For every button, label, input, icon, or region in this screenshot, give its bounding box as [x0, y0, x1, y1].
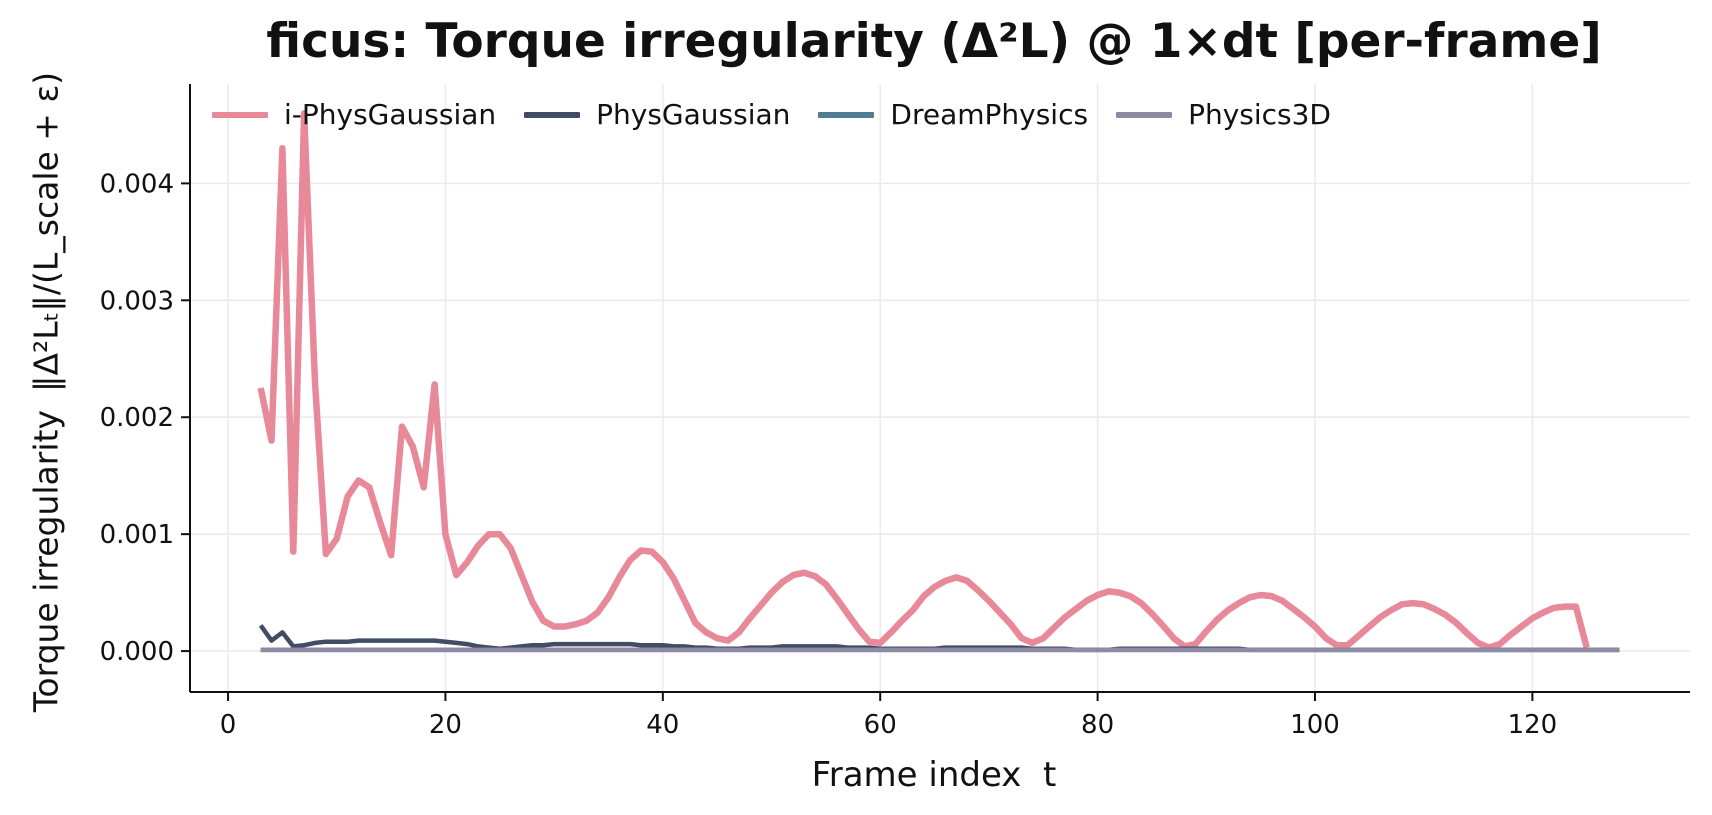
x-tick-label: 120: [1508, 710, 1558, 740]
x-tick-label: 80: [1081, 710, 1114, 740]
y-tick-label: 0.002: [100, 403, 174, 433]
y-tick-label: 0.000: [100, 637, 174, 667]
series-line-i-physgaussian: [257, 109, 1590, 651]
legend: i-PhysGaussian PhysGaussian DreamPhysics…: [212, 98, 1359, 131]
grid-lines: [190, 84, 1690, 692]
y-tick-label: 0.004: [100, 169, 174, 199]
axes: [181, 84, 1690, 701]
legend-item-physics3d: Physics3D: [1116, 98, 1331, 131]
x-tick-label: 0: [220, 710, 237, 740]
legend-swatch: [818, 111, 875, 118]
legend-label: i-PhysGaussian: [284, 98, 497, 131]
series-layer: [257, 109, 1620, 653]
y-tick-label: 0.001: [100, 520, 174, 550]
y-axis-label: Torque irregularity ‖Δ²Lₜ‖/(L_scale + ε): [27, 72, 66, 712]
x-tick-label: 60: [864, 710, 897, 740]
y-axis-label-prefix: Torque irregularity: [26, 410, 66, 713]
legend-label: DreamPhysics: [890, 98, 1089, 131]
legend-label: Physics3D: [1188, 98, 1331, 131]
x-tick-label: 20: [429, 710, 462, 740]
legend-item-dreamphysics: DreamPhysics: [818, 98, 1088, 131]
x-axis-label: Frame index t: [811, 755, 1057, 795]
chart-title: ficus: Torque irregularity (Δ²L) @ 1×dt …: [266, 14, 1602, 69]
legend-label: PhysGaussian: [596, 98, 791, 131]
x-tick-label: 100: [1290, 710, 1340, 740]
x-tick-label: 40: [646, 710, 679, 740]
y-axis-label-formula: ‖Δ²Lₜ‖/(L_scale + ε): [26, 71, 66, 393]
legend-swatch: [524, 111, 581, 118]
legend-swatch: [1116, 111, 1173, 118]
legend-swatch: [212, 111, 268, 118]
y-tick-label: 0.003: [100, 286, 174, 316]
legend-item-physgaussian: PhysGaussian: [524, 98, 790, 131]
tick-labels: 0 20 40 60 80 100 120 0.000 0.001 0.002 0.003 0.004: [100, 169, 1558, 740]
legend-item-i-physgaussian: i-PhysGaussian: [212, 98, 496, 131]
series-line-physgaussian: [258, 624, 1620, 653]
